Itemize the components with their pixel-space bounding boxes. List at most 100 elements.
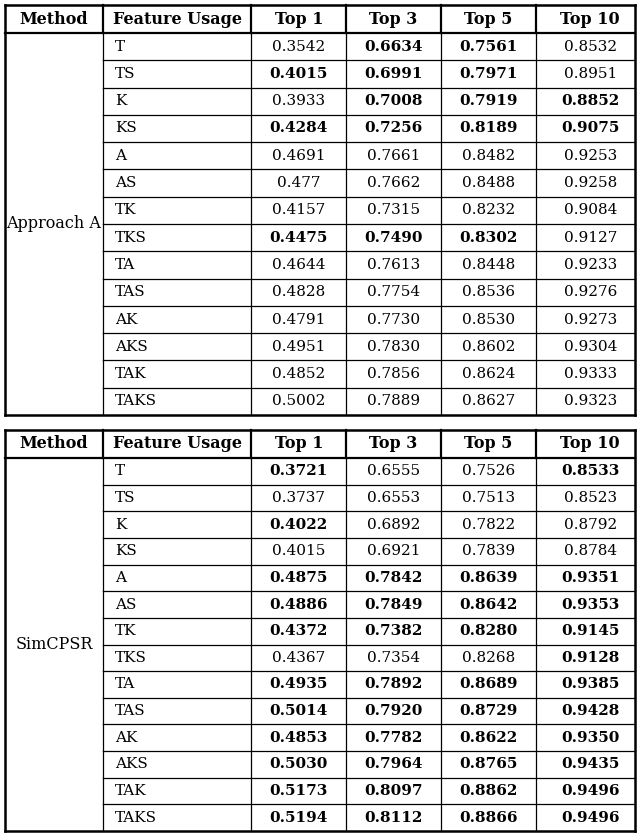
Text: AK: AK [115, 731, 137, 745]
Text: 0.7971: 0.7971 [459, 67, 518, 81]
Text: 0.9075: 0.9075 [561, 121, 620, 135]
Text: 0.7513: 0.7513 [461, 491, 515, 505]
Text: 0.4475: 0.4475 [269, 231, 328, 245]
Text: Top 10: Top 10 [561, 11, 620, 28]
Text: Top 1: Top 1 [275, 11, 323, 28]
Text: AS: AS [115, 598, 136, 612]
Text: 0.8862: 0.8862 [459, 784, 517, 798]
Text: 0.8112: 0.8112 [364, 811, 422, 824]
Text: 0.7782: 0.7782 [364, 731, 422, 745]
Text: TKS: TKS [115, 231, 147, 245]
Text: 0.9145: 0.9145 [561, 624, 620, 638]
Text: 0.4828: 0.4828 [272, 285, 325, 299]
Text: Top 10: Top 10 [561, 436, 620, 452]
Text: KS: KS [115, 544, 136, 558]
Text: 0.4852: 0.4852 [272, 367, 325, 381]
Text: 0.6634: 0.6634 [364, 39, 423, 54]
Text: 0.7315: 0.7315 [367, 203, 420, 217]
Text: 0.9273: 0.9273 [564, 313, 617, 327]
Text: 0.8482: 0.8482 [461, 149, 515, 163]
Text: T: T [115, 39, 125, 54]
Text: 0.8622: 0.8622 [459, 731, 517, 745]
Text: 0.8639: 0.8639 [459, 571, 518, 585]
Text: 0.7256: 0.7256 [364, 121, 422, 135]
Text: 0.4875: 0.4875 [269, 571, 328, 585]
Text: Top 5: Top 5 [464, 436, 513, 452]
Text: 0.8268: 0.8268 [461, 650, 515, 665]
Text: 0.7490: 0.7490 [364, 231, 423, 245]
Text: 0.9084: 0.9084 [564, 203, 617, 217]
Text: A: A [115, 571, 126, 585]
Text: 0.7354: 0.7354 [367, 650, 420, 665]
Text: 0.4951: 0.4951 [272, 339, 326, 354]
Text: 0.4022: 0.4022 [269, 517, 328, 532]
Text: 0.3542: 0.3542 [272, 39, 325, 54]
Text: Method: Method [20, 436, 88, 452]
Text: TS: TS [115, 67, 135, 81]
Text: 0.8536: 0.8536 [461, 285, 515, 299]
Text: Top 3: Top 3 [369, 436, 418, 452]
Text: 0.5173: 0.5173 [269, 784, 328, 798]
Text: 0.9128: 0.9128 [561, 650, 620, 665]
Text: 0.9496: 0.9496 [561, 811, 620, 824]
Text: 0.5002: 0.5002 [272, 395, 326, 408]
Text: 0.8533: 0.8533 [561, 464, 620, 478]
Text: 0.8448: 0.8448 [461, 258, 515, 272]
Text: 0.7889: 0.7889 [367, 395, 420, 408]
Text: 0.8689: 0.8689 [459, 677, 518, 691]
Text: TAKS: TAKS [115, 395, 157, 408]
Text: 0.9428: 0.9428 [561, 704, 620, 718]
Text: 0.5014: 0.5014 [269, 704, 328, 718]
Text: 0.6555: 0.6555 [367, 464, 420, 478]
Text: 0.8523: 0.8523 [564, 491, 617, 505]
Text: 0.9253: 0.9253 [564, 149, 617, 163]
Text: 0.3721: 0.3721 [269, 464, 328, 478]
Text: 0.4372: 0.4372 [269, 624, 328, 638]
Text: 0.9385: 0.9385 [561, 677, 620, 691]
Text: 0.477: 0.477 [277, 176, 321, 190]
Text: 0.8765: 0.8765 [459, 757, 517, 772]
Text: 0.9350: 0.9350 [561, 731, 620, 745]
Text: Top 5: Top 5 [464, 11, 513, 28]
Text: K: K [115, 94, 126, 108]
Text: Top 1: Top 1 [275, 436, 323, 452]
Text: 0.7561: 0.7561 [459, 39, 517, 54]
Text: 0.4284: 0.4284 [269, 121, 328, 135]
Text: 0.8280: 0.8280 [459, 624, 517, 638]
Text: 0.8488: 0.8488 [461, 176, 515, 190]
Text: 0.7822: 0.7822 [461, 517, 515, 532]
Text: 0.7919: 0.7919 [459, 94, 518, 108]
Text: SimCPSR: SimCPSR [15, 636, 93, 653]
Text: 0.8866: 0.8866 [459, 811, 518, 824]
Text: 0.8951: 0.8951 [564, 67, 617, 81]
Text: 0.6921: 0.6921 [367, 544, 420, 558]
Text: 0.4886: 0.4886 [269, 598, 328, 612]
Text: Method: Method [20, 11, 88, 28]
Text: 0.8729: 0.8729 [459, 704, 517, 718]
Text: 0.7842: 0.7842 [364, 571, 422, 585]
Text: 0.4935: 0.4935 [269, 677, 328, 691]
Text: T: T [115, 464, 125, 478]
Text: 0.9258: 0.9258 [564, 176, 617, 190]
Text: TAS: TAS [115, 285, 145, 299]
Text: 0.4644: 0.4644 [272, 258, 326, 272]
Text: TAS: TAS [115, 704, 145, 718]
Text: 0.8302: 0.8302 [459, 231, 517, 245]
Text: AKS: AKS [115, 757, 148, 772]
Text: TK: TK [115, 624, 136, 638]
Text: TKS: TKS [115, 650, 147, 665]
Text: 0.7964: 0.7964 [364, 757, 423, 772]
Text: 0.9304: 0.9304 [564, 339, 617, 354]
Text: 0.6892: 0.6892 [367, 517, 420, 532]
Text: 0.7839: 0.7839 [461, 544, 515, 558]
Text: 0.7849: 0.7849 [364, 598, 423, 612]
Text: 0.4367: 0.4367 [272, 650, 325, 665]
Text: TA: TA [115, 677, 135, 691]
Text: 0.9333: 0.9333 [564, 367, 617, 381]
Text: TS: TS [115, 491, 135, 505]
Text: Top 3: Top 3 [369, 11, 418, 28]
Text: 0.8530: 0.8530 [461, 313, 515, 327]
Text: TAK: TAK [115, 367, 147, 381]
Text: KS: KS [115, 121, 136, 135]
Text: 0.8532: 0.8532 [564, 39, 617, 54]
